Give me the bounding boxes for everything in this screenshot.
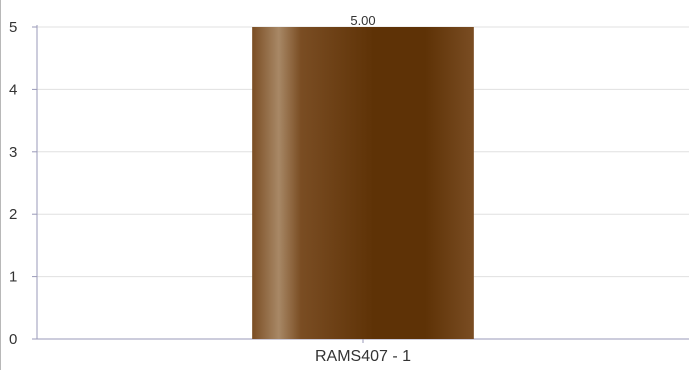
bar-0 [252, 27, 474, 339]
y-tick-label-5: 5 [9, 19, 17, 36]
bars [252, 27, 474, 339]
x-category-label-0: RAMS407 - 1 [315, 348, 411, 365]
bar-value-label-0: 5.00 [350, 13, 375, 28]
y-tick-label-3: 3 [9, 144, 17, 161]
y-tick-labels: 0 1 2 3 4 5 [9, 19, 17, 348]
labels: 5.00 RAMS407 - 1 [315, 13, 411, 365]
y-tick-label-2: 2 [9, 206, 17, 223]
y-tick-label-1: 1 [9, 269, 17, 286]
y-tick-label-0: 0 [9, 331, 17, 348]
y-tick-label-4: 4 [9, 81, 17, 98]
